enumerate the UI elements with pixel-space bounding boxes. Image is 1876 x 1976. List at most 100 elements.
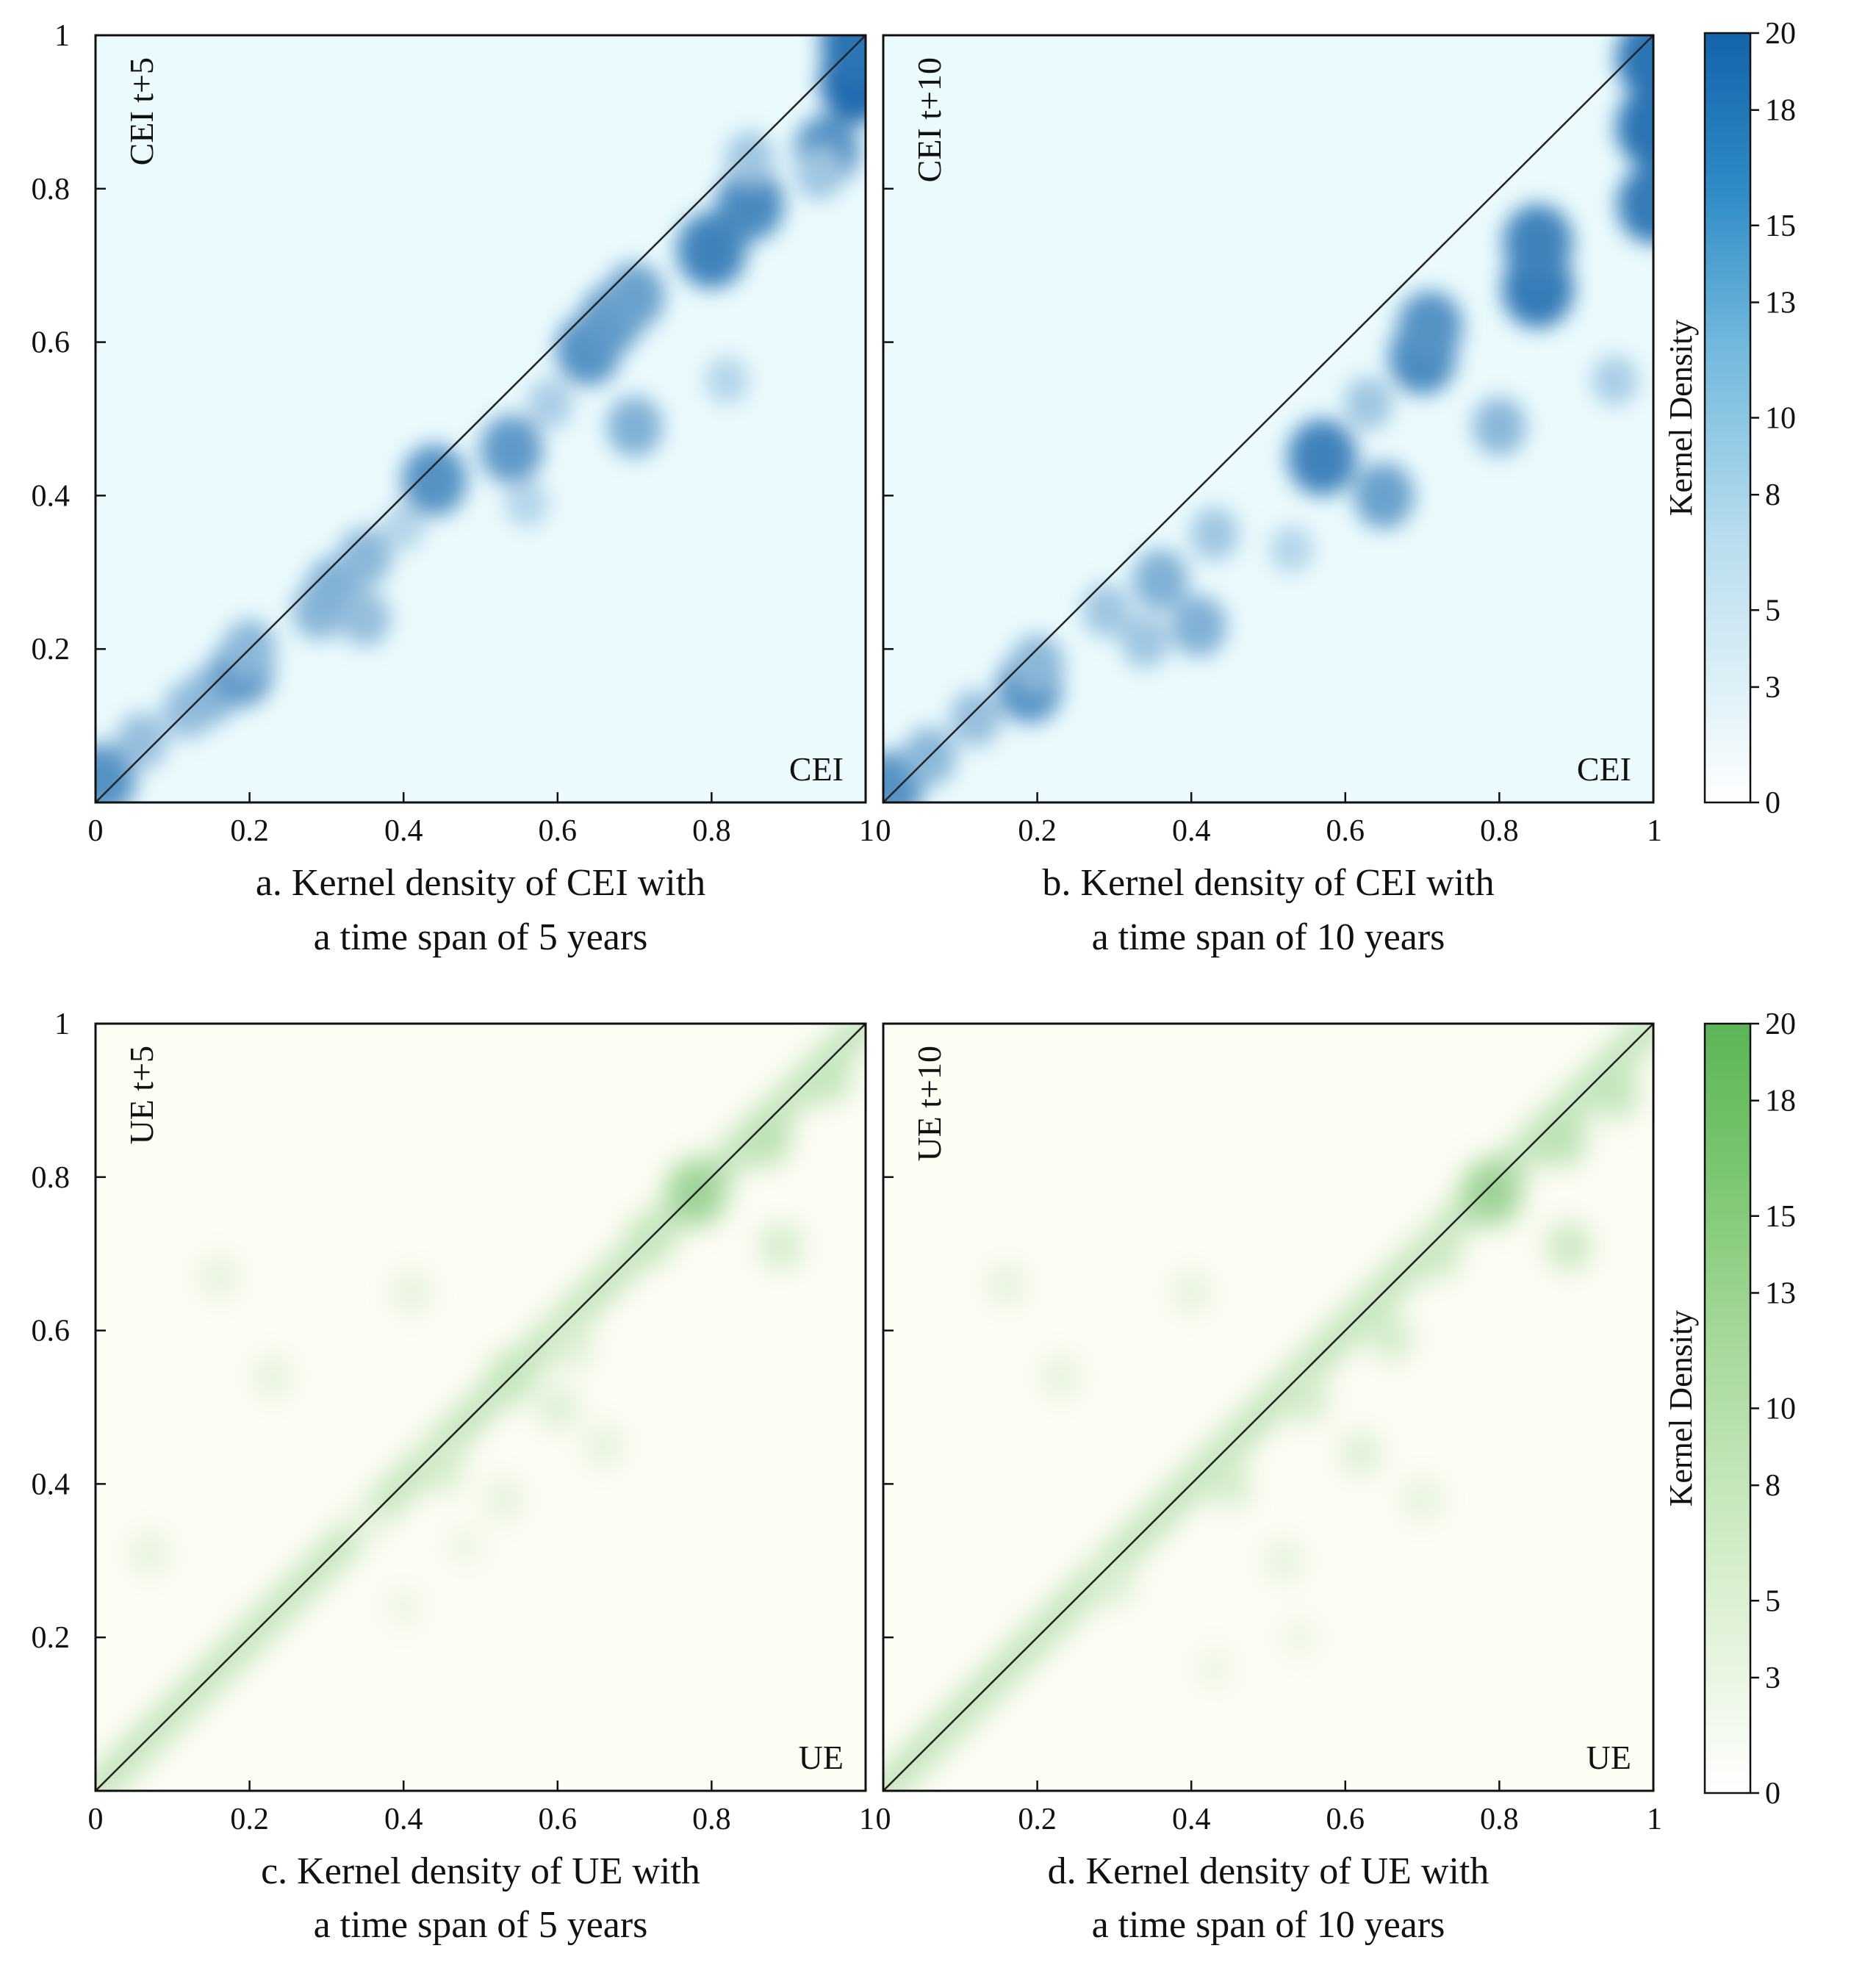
colorbar-title: Kernel Density bbox=[1663, 320, 1699, 517]
panel-caption-line2: a time span of 10 years bbox=[1092, 1904, 1445, 1946]
colorbar-tick-label: 5 bbox=[1765, 1584, 1780, 1618]
plot-frame bbox=[94, 1022, 867, 1792]
density-peak bbox=[1041, 1354, 1080, 1398]
density-peak bbox=[1414, 1228, 1462, 1279]
colorbar-tick-label: 0 bbox=[1765, 1777, 1780, 1811]
density-peak bbox=[1592, 355, 1639, 406]
x-tick-label: 0.8 bbox=[692, 814, 731, 848]
panel-caption-line1: b. Kernel density of CEI with bbox=[1042, 862, 1494, 904]
x-tick-label: 0.6 bbox=[1326, 1803, 1365, 1836]
panel-caption-line2: a time span of 10 years bbox=[1092, 916, 1445, 958]
density-peak bbox=[480, 414, 543, 484]
density-peak bbox=[391, 1270, 431, 1314]
x-tick-label: 0.2 bbox=[230, 814, 269, 848]
diagonal-line bbox=[96, 1024, 866, 1791]
density-peak bbox=[116, 713, 168, 769]
colorbar-tick-label: 13 bbox=[1765, 286, 1796, 320]
panel-caption-line1: a. Kernel density of CEI with bbox=[256, 862, 705, 904]
density-peak bbox=[1402, 1477, 1442, 1521]
x-tick-label: 0.4 bbox=[1172, 814, 1211, 848]
density-peak bbox=[536, 1384, 579, 1431]
density-field bbox=[96, 35, 866, 802]
density-peak bbox=[1473, 397, 1526, 456]
y-tick-label: 0.2 bbox=[32, 1621, 71, 1655]
density-peak bbox=[339, 590, 391, 647]
x-tick-label: 0.8 bbox=[1480, 814, 1519, 848]
x-tick-label: 1 bbox=[859, 1803, 874, 1836]
density-peak bbox=[1344, 376, 1393, 431]
colorbar-tick-label: 15 bbox=[1765, 209, 1796, 243]
density-peak bbox=[1269, 525, 1314, 574]
density-peak bbox=[1010, 635, 1064, 694]
diagonal-line bbox=[96, 35, 866, 802]
x-axis-label: UE bbox=[1586, 1739, 1631, 1776]
density-peak bbox=[1207, 1459, 1252, 1509]
x-tick-label: 0.6 bbox=[1326, 814, 1365, 848]
x-tick-label: 1 bbox=[1647, 814, 1662, 848]
density-peak bbox=[484, 1477, 524, 1521]
colorbar-tick-label: 5 bbox=[1765, 594, 1780, 628]
panel-caption-line1: c. Kernel density of UE with bbox=[261, 1850, 700, 1892]
density-peak bbox=[1354, 462, 1415, 529]
colorbar-tick-label: 10 bbox=[1765, 402, 1796, 436]
x-tick-label: 0.6 bbox=[539, 814, 578, 848]
x-tick-label: 0.4 bbox=[384, 1803, 423, 1836]
x-tick-label: 0.6 bbox=[539, 1803, 578, 1836]
density-peak bbox=[129, 1531, 170, 1575]
x-tick-label: 1 bbox=[1647, 1803, 1662, 1836]
density-peak bbox=[253, 1354, 292, 1398]
density-peak bbox=[1196, 1648, 1233, 1689]
density-peak bbox=[606, 395, 663, 458]
colorbar-scale bbox=[1703, 32, 1752, 804]
plot-frame bbox=[882, 1022, 1655, 1792]
colorbar-green: 0 3 5 8 10 13 15 18 20 Kernel Density bbox=[1663, 1007, 1796, 1811]
x-tick-label: 0.2 bbox=[1018, 1803, 1057, 1836]
y-tick-label: 0.4 bbox=[32, 479, 71, 513]
plot-frame bbox=[94, 34, 867, 804]
density-peak bbox=[705, 356, 750, 405]
density-peak bbox=[1535, 1110, 1587, 1167]
x-tick-label: 0.2 bbox=[1018, 814, 1057, 848]
y-tick-label: 0.8 bbox=[32, 1161, 71, 1195]
density-peak bbox=[716, 167, 784, 242]
colorbar-tick-label: 20 bbox=[1765, 1007, 1796, 1041]
x-tick-label: 0.2 bbox=[230, 1803, 269, 1836]
density-peak bbox=[1397, 290, 1463, 363]
density-peak bbox=[338, 527, 392, 586]
x-axis-label: UE bbox=[799, 1739, 844, 1776]
density-peak bbox=[198, 1255, 239, 1298]
density-peak bbox=[1287, 418, 1357, 496]
x-tick-label: 0 bbox=[876, 814, 891, 848]
density-peak bbox=[1121, 614, 1170, 669]
density-peak bbox=[802, 1050, 852, 1104]
density-peak bbox=[1461, 1159, 1523, 1226]
y-axis-label: UE t+5 bbox=[123, 1046, 160, 1145]
diagonal-line bbox=[883, 35, 1653, 802]
density-peak bbox=[401, 444, 467, 517]
density-peak bbox=[583, 1423, 624, 1467]
density-peak bbox=[381, 502, 426, 551]
x-axis-label: CEI bbox=[789, 750, 844, 788]
x-tick-label: 0 bbox=[876, 1803, 891, 1836]
density-peak bbox=[758, 1221, 803, 1271]
density-peak bbox=[1264, 1539, 1304, 1583]
y-tick-label: 0.6 bbox=[32, 326, 71, 360]
colorbar-blue: 0 3 5 8 10 13 15 18 20 Kernel Density bbox=[1663, 17, 1796, 820]
colorbar-tick-label: 3 bbox=[1765, 671, 1780, 705]
y-tick-label: 0.2 bbox=[32, 633, 71, 667]
panel-a: 0 0.2 0.4 0.6 0.8 1 0.2 0.4 0.6 0.8 1 CEI t+5 CEI a. … bbox=[32, 19, 875, 958]
x-tick-label: 0.4 bbox=[384, 814, 423, 848]
density-peak bbox=[1616, 86, 1653, 169]
y-tick-label: 1 bbox=[54, 1007, 70, 1041]
y-tick-label: 0.4 bbox=[32, 1467, 71, 1501]
colorbar-tick-label: 10 bbox=[1765, 1393, 1796, 1426]
plot-frame bbox=[882, 34, 1655, 804]
density-peak bbox=[504, 478, 549, 528]
density-peak bbox=[1590, 1066, 1639, 1120]
colorbar-tick-label: 15 bbox=[1765, 1200, 1796, 1234]
density-peak bbox=[1093, 1560, 1135, 1607]
y-axis-label: CEI t+10 bbox=[910, 57, 948, 182]
panel-caption-line2: a time span of 5 years bbox=[314, 916, 648, 958]
density-peak bbox=[1132, 549, 1189, 611]
x-tick-label: 0 bbox=[88, 1803, 104, 1836]
